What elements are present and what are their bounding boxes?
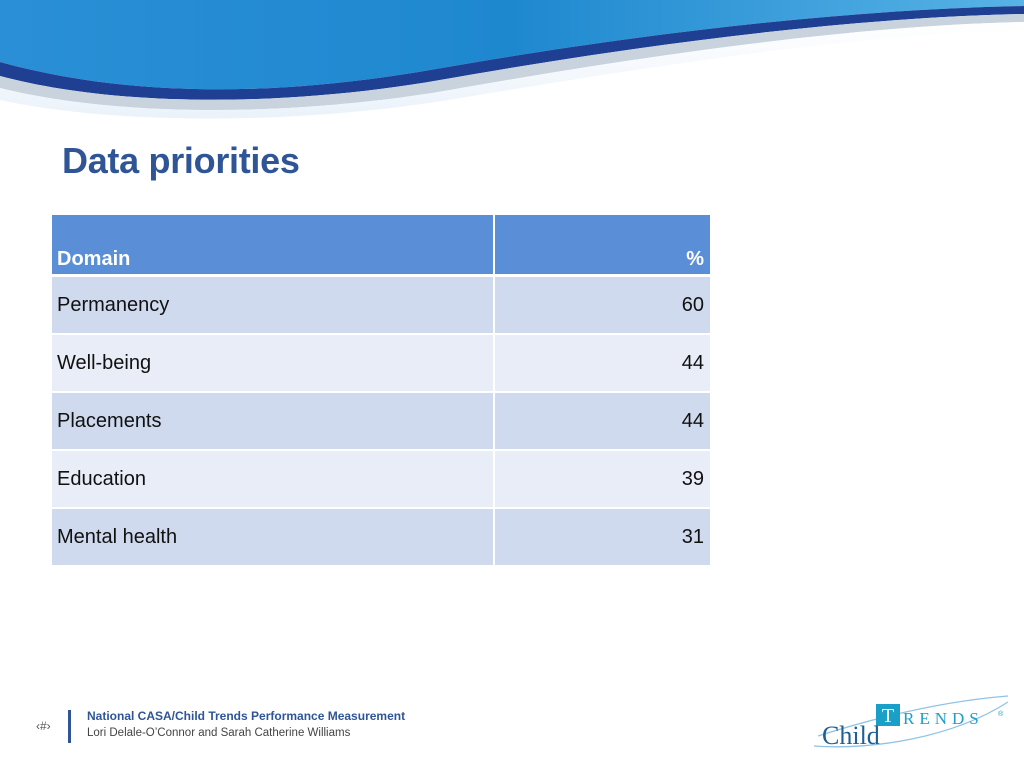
logo-trends-initial: T	[882, 705, 894, 727]
row-percent: 44	[493, 393, 710, 451]
row-percent: 60	[493, 277, 710, 335]
row-percent: 44	[493, 335, 710, 393]
logo-trends-rest: RENDS	[903, 709, 984, 728]
table-row: Placements 44	[52, 393, 710, 451]
table-row: Well-being 44	[52, 335, 710, 393]
row-domain: Well-being	[52, 335, 493, 393]
footer-divider	[68, 710, 71, 743]
slide-title: Data priorities	[62, 140, 300, 181]
trends-initial-block	[876, 704, 900, 726]
table-row: Education 39	[52, 451, 710, 509]
logo-registered-mark: ®	[998, 710, 1004, 718]
table-row: Mental health 31	[52, 509, 710, 567]
row-domain: Education	[52, 451, 493, 509]
header-domain: Domain	[52, 215, 493, 277]
row-percent: 31	[493, 509, 710, 567]
logo-child-word: Child	[822, 721, 880, 750]
table-row: Permanency 60	[52, 277, 710, 335]
footer-project-title: National CASA/Child Trends Performance M…	[87, 709, 406, 723]
row-domain: Mental health	[52, 509, 493, 567]
row-domain: Permanency	[52, 277, 493, 335]
table-header-row: Domain %	[52, 215, 710, 277]
header-percent: %	[493, 215, 710, 277]
page-number: ‹#›	[36, 719, 51, 733]
child-trends-logo: T RENDS ® Child	[813, 695, 1009, 750]
data-priorities-table: Domain % Permanency 60 Well-being 44 Pla…	[52, 215, 710, 567]
header-banner	[0, 0, 1024, 130]
row-domain: Placements	[52, 393, 493, 451]
footer-authors: Lori Delale-O’Connor and Sarah Catherine…	[87, 727, 351, 739]
row-percent: 39	[493, 451, 710, 509]
